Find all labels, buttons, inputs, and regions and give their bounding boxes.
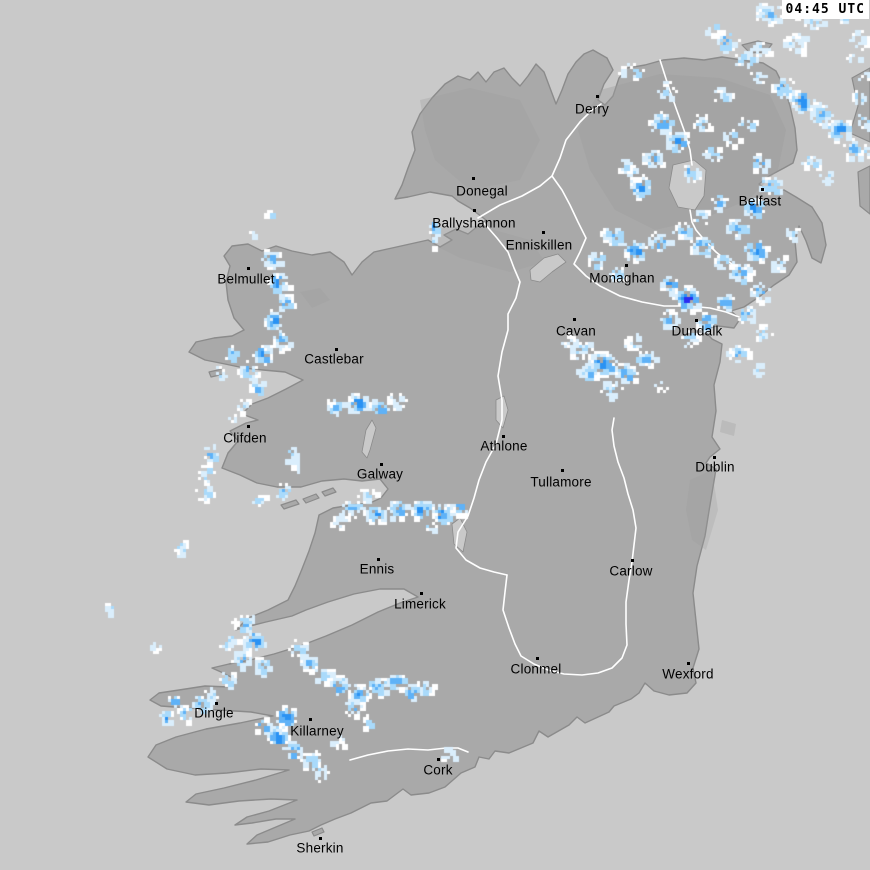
timestamp: 04:45 UTC [781, 0, 869, 19]
